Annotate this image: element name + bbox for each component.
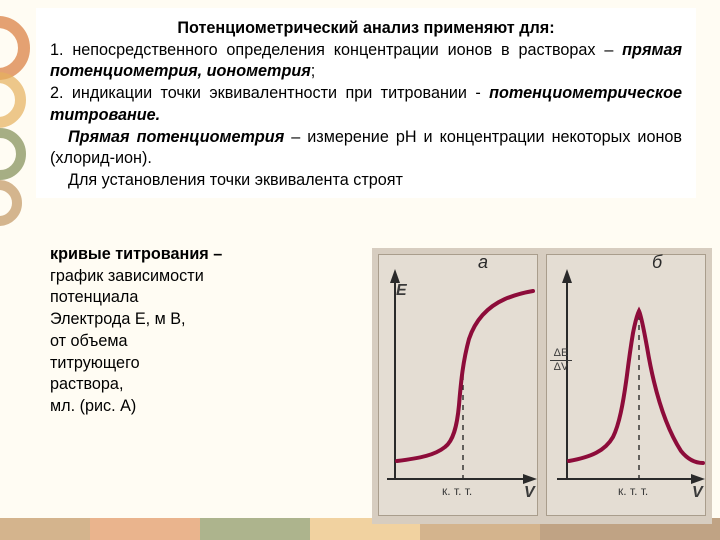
paragraph-4: Для установления точки эквивалента строя… [50, 170, 682, 192]
text-block-upper: Потенциометрический анализ применяют для… [36, 8, 696, 198]
y-axis-arrow [390, 269, 400, 283]
x-axis-arrow [523, 474, 537, 484]
ktt-label-a: к. т. т. [442, 484, 472, 498]
line-3: потенциала [50, 287, 372, 309]
text-block-lower: кривые титрования – график зависимости п… [36, 244, 372, 418]
decorative-sidebar [0, 10, 40, 530]
title: Потенциометрический анализ применяют для… [50, 18, 682, 40]
frac-top: ΔE [550, 348, 572, 359]
text: ; [311, 62, 316, 80]
frac-bot: ΔV [550, 362, 572, 373]
x-axis-arrow [691, 474, 705, 484]
x-axis-label-b: V [692, 484, 703, 502]
panel-label-b: б [652, 252, 662, 273]
line-7: раствора, [50, 374, 372, 396]
line-6: титрующего [50, 353, 372, 375]
y-axis-label-b: ΔE ΔV [550, 348, 572, 373]
derivative-curve-b [569, 311, 703, 463]
titration-curve-a [397, 291, 533, 461]
line-curves-titration: кривые титрования – [50, 244, 372, 266]
line-5: от объема [50, 331, 372, 353]
panel-label-a: a [478, 252, 488, 273]
text: 2. индикации точки эквивалентности при т… [50, 84, 489, 102]
graph-b-svg [547, 255, 707, 517]
ktt-label-b: к. т. т. [618, 484, 648, 498]
line-8: мл. (рис. А) [50, 396, 372, 418]
line-2: график зависимости [50, 266, 372, 288]
titration-graphs: a б E V к. т. т. ΔE ΔV V к. т. т. [372, 248, 712, 524]
paragraph-1: 1. непосредственного определения концент… [50, 40, 682, 83]
paragraph-3: Прямая потенциометрия – измерение рН и к… [50, 127, 682, 170]
x-axis-label-a: V [524, 484, 535, 502]
line-4: Электрода Е, м В, [50, 309, 372, 331]
paragraph-2: 2. индикации точки эквивалентности при т… [50, 83, 682, 126]
term-direct-potentiometry-2: Прямая потенциометрия [68, 128, 284, 146]
y-axis-label-a: E [396, 282, 407, 300]
y-axis-arrow [562, 269, 572, 283]
graph-panel-b [546, 254, 706, 516]
text: 1. непосредственного определения концент… [50, 41, 622, 59]
